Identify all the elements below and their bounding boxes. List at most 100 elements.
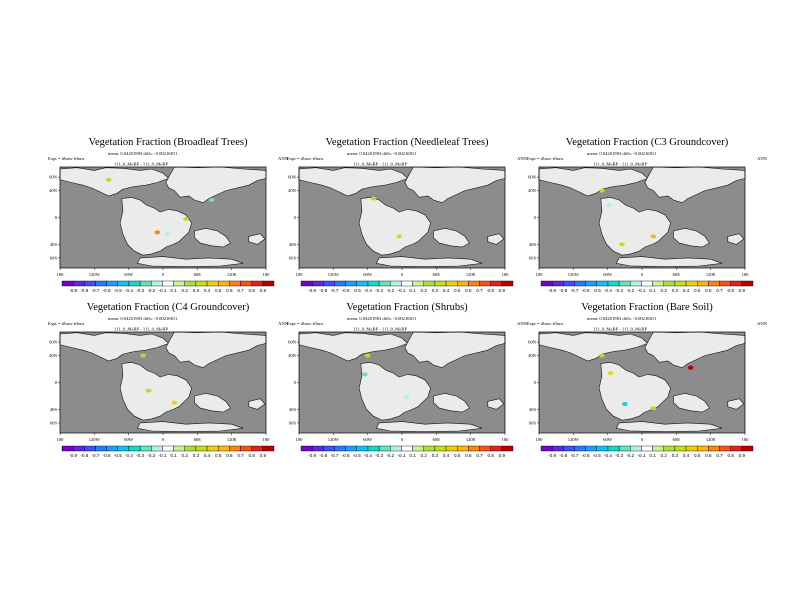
expt-label: Expt = tfbuw-tfbuw bbox=[527, 156, 564, 161]
x-tick-label: 180 bbox=[296, 272, 304, 277]
colorbar-swatch bbox=[719, 280, 731, 287]
colorbar-label: 0.9 bbox=[739, 288, 746, 293]
x-tick-label: 120E bbox=[706, 272, 716, 277]
colorbar: -0.9 -0.8 -0.7 -0.6 -0.5 -0.4 -0.3 -0.2 -0.1 0.1 0… bbox=[300, 280, 514, 293]
colorbar-label: 0.6 bbox=[705, 288, 712, 293]
colorbar-label: 0.2 bbox=[182, 453, 189, 458]
y-tick-label: 40S bbox=[289, 242, 297, 247]
panel-title: Vegetation Fraction (Needleleaf Trees) bbox=[325, 137, 489, 148]
colorbar-label: 0.1 bbox=[649, 453, 656, 458]
colorbar-label: -0.8 bbox=[559, 288, 567, 293]
landmass-0 bbox=[538, 332, 649, 362]
landmass-4 bbox=[615, 421, 723, 433]
panel-title: Vegetation Fraction (Shrubs) bbox=[346, 302, 468, 313]
colorbar-swatch bbox=[551, 280, 564, 287]
colorbar-label: 0.8 bbox=[248, 453, 255, 458]
colorbar-swatch bbox=[741, 280, 754, 287]
colorbar-swatch bbox=[697, 445, 709, 452]
panel-c3-groundcover: Vegetation Fraction (C3 Groundcover) mea… bbox=[527, 137, 767, 317]
diff-blob bbox=[154, 230, 161, 235]
colorbar-swatch bbox=[95, 280, 107, 287]
colorbar-swatch bbox=[674, 280, 687, 287]
colorbar-swatch bbox=[540, 280, 553, 287]
colorbar-swatch bbox=[173, 445, 185, 452]
colorbar-swatch bbox=[139, 280, 152, 287]
colorbar-label: 0.9 bbox=[739, 453, 746, 458]
map: 180 120W 60W 0 60E 120E 180 60N 40N 0 40S 60S 111_0_… bbox=[288, 162, 509, 278]
colorbar-swatch bbox=[652, 280, 664, 287]
colorbar-swatch bbox=[479, 445, 491, 452]
colorbar-swatch bbox=[663, 445, 676, 452]
colorbar-label: -0.9 bbox=[69, 288, 77, 293]
diff-blob bbox=[164, 232, 171, 237]
colorbar-label: 0.3 bbox=[432, 288, 439, 293]
colorbar-swatch bbox=[434, 445, 447, 452]
map: 180 120W 60W 0 60E 120E 180 60N 40N 0 40S 60S 111_0_… bbox=[49, 162, 270, 278]
colorbar-label: -0.8 bbox=[559, 453, 567, 458]
colorbar-label: -0.4 bbox=[364, 288, 372, 293]
y-tick-label: 40N bbox=[49, 188, 58, 193]
diff-blob bbox=[650, 234, 657, 239]
colorbar-label: 0.8 bbox=[487, 453, 494, 458]
colorbar-label: 0.3 bbox=[672, 453, 679, 458]
colorbar-label: -0.2 bbox=[147, 453, 155, 458]
diff-blob bbox=[687, 365, 694, 370]
diff-blob bbox=[650, 406, 657, 411]
landmass-1 bbox=[165, 331, 267, 369]
colorbar-swatch bbox=[501, 445, 514, 452]
colorbar-label: -0.8 bbox=[319, 288, 327, 293]
colorbar-label: -0.1 bbox=[397, 453, 405, 458]
landmass-3 bbox=[194, 392, 231, 413]
colorbar-swatch bbox=[390, 445, 402, 452]
colorbar-label: 0.3 bbox=[193, 453, 200, 458]
colorbar-swatch bbox=[596, 445, 609, 452]
colorbar-label: 0.9 bbox=[499, 288, 506, 293]
colorbar-label: 0.6 bbox=[226, 288, 233, 293]
colorbar-swatch bbox=[345, 280, 357, 287]
colorbar-swatch bbox=[162, 445, 174, 452]
season-label: ANN bbox=[517, 321, 527, 326]
panel-title: Vegetation Fraction (Bare Soil) bbox=[581, 302, 713, 313]
diff-blob bbox=[607, 371, 614, 376]
colorbar-swatch bbox=[206, 280, 219, 287]
colorbar: -0.9 -0.8 -0.7 -0.6 -0.5 -0.4 -0.3 -0.2 -0.1 0.1 0… bbox=[61, 280, 275, 293]
colorbar-swatch bbox=[641, 445, 653, 452]
colorbar-swatch bbox=[367, 280, 380, 287]
colorbar-swatch bbox=[490, 445, 503, 452]
panel-needleleaf-trees: Vegetation Fraction (Needleleaf Trees) m… bbox=[287, 137, 527, 317]
x-tick-label: 120E bbox=[466, 272, 476, 277]
season-label: ANN bbox=[757, 156, 767, 161]
colorbar-swatch bbox=[195, 280, 208, 287]
x-tick-label: 120W bbox=[568, 272, 580, 277]
expt-label: Expt = tfbuw-tfbuw bbox=[287, 156, 324, 161]
panel-broadleaf-trees: Vegetation Fraction (Broadleaf Trees) me… bbox=[48, 137, 288, 317]
landmass-4 bbox=[136, 256, 244, 268]
x-tick-label: 60W bbox=[603, 437, 613, 442]
landmass-5 bbox=[487, 398, 505, 410]
x-tick-label: 180 bbox=[536, 437, 544, 442]
colorbar-label: -0.6 bbox=[582, 288, 590, 293]
colorbar-swatch bbox=[151, 445, 163, 452]
landmass-3 bbox=[433, 392, 470, 413]
colorbar-label: 0.4 bbox=[443, 288, 450, 293]
y-tick-label: 40S bbox=[50, 242, 58, 247]
season-label: ANN bbox=[278, 321, 288, 326]
colorbar-swatch bbox=[730, 280, 743, 287]
y-tick-label: 60S bbox=[50, 421, 58, 426]
x-tick-label: 60E bbox=[673, 437, 681, 442]
colorbar-swatch bbox=[378, 280, 391, 287]
landmass-2 bbox=[119, 196, 192, 256]
colorbar-swatch bbox=[334, 280, 346, 287]
landmass-0 bbox=[538, 167, 649, 197]
expt-label: Expt = tfbuw-tfbuw bbox=[527, 321, 564, 326]
colorbar-swatch bbox=[641, 280, 653, 287]
colorbar-label: 0.7 bbox=[476, 288, 483, 293]
colorbar-label: -0.4 bbox=[125, 453, 133, 458]
colorbar-swatch bbox=[434, 280, 447, 287]
diff-blob bbox=[105, 177, 112, 182]
colorbar-label: 0.6 bbox=[465, 453, 472, 458]
stats-line: mean: 0.04201983 diffs: -0.00216811 bbox=[108, 151, 178, 156]
colorbar-swatch bbox=[251, 280, 264, 287]
colorbar-swatch bbox=[574, 445, 586, 452]
colorbar-swatch bbox=[251, 445, 264, 452]
